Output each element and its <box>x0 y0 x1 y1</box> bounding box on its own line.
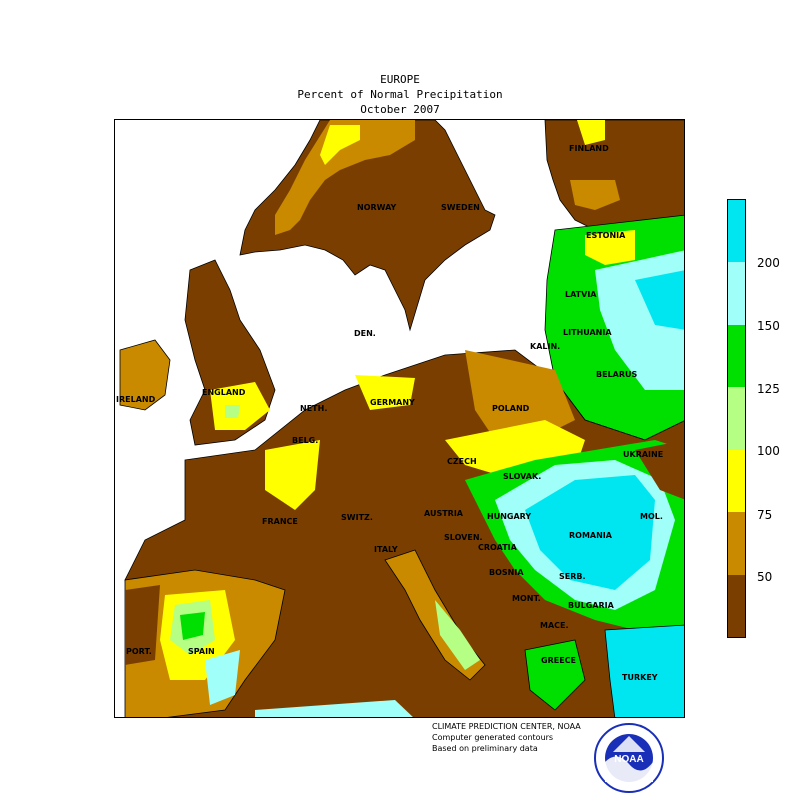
country-label-bulgaria: BULGARIA <box>568 601 614 610</box>
romania-peak-zone <box>525 475 655 590</box>
legend-tick-125: 125 <box>757 382 780 396</box>
noaa-logo-graphic: NOAA <box>594 723 664 793</box>
country-label-ireland: IRELAND <box>116 395 156 404</box>
map-period: October 2007 <box>360 103 440 116</box>
legend-color-band <box>728 574 745 637</box>
country-label-austria: AUSTRIA <box>424 509 463 518</box>
country-label-greece: GREECE <box>541 656 576 665</box>
ireland-shape <box>119 339 171 411</box>
finland-south-zone <box>570 180 620 210</box>
country-label-lithuania: LITHUANIA <box>563 328 612 337</box>
country-label-estonia: ESTONIA <box>586 231 626 240</box>
country-label-mace: MACE. <box>540 621 569 630</box>
country-label-mol: MOL. <box>640 512 663 521</box>
precipitation-legend <box>727 199 746 638</box>
map-subtitle: Percent of Normal Precipitation <box>297 88 503 101</box>
country-label-hungary: HUNGARY <box>487 512 532 521</box>
spain-southeast-zone <box>205 650 240 705</box>
spain-green-zone <box>180 612 205 640</box>
portugal-dry-zone <box>125 585 160 665</box>
country-label-sloven: SLOVEN. <box>444 533 483 542</box>
legend-tick-200: 200 <box>757 256 780 270</box>
country-label-norway: NORWAY <box>357 203 397 212</box>
country-label-belg: BELG. <box>292 436 319 445</box>
legend-color-band <box>728 324 745 388</box>
finland-north-zone <box>577 120 605 145</box>
country-label-england: ENGLAND <box>202 388 246 397</box>
germany-north-zone <box>355 375 415 410</box>
country-label-sweden: SWEDEN <box>441 203 480 212</box>
legend-color-band <box>728 449 745 513</box>
country-label-switz: SWITZ. <box>341 513 373 522</box>
ukraine-dry-zone <box>635 440 684 500</box>
country-label-belarus: BELARUS <box>596 370 638 379</box>
legend-tick-100: 100 <box>757 444 780 458</box>
estonia-zone <box>585 230 635 265</box>
map-title: EUROPE <box>380 73 420 86</box>
country-label-turkey: TURKEY <box>622 673 658 682</box>
country-label-finland: FINLAND <box>569 144 609 153</box>
country-label-den: DEN. <box>354 329 376 338</box>
country-label-spain: SPAIN <box>188 647 215 656</box>
map-canvas <box>119 120 684 717</box>
legend-color-band <box>728 387 745 450</box>
finland-shape <box>544 120 684 231</box>
legend-color-band <box>728 512 745 575</box>
credit-line-1: CLIMATE PREDICTION CENTER, NOAA <box>432 722 581 731</box>
precipitation-map <box>114 119 685 718</box>
country-label-latvia: LATVIA <box>565 290 597 299</box>
scandinavia-north-zone <box>275 120 415 235</box>
country-label-romania: ROMANIA <box>569 531 612 540</box>
country-label-czech: CZECH <box>447 457 477 466</box>
mediterranean-south-zone <box>255 700 413 717</box>
country-label-serb: SERB. <box>559 572 586 581</box>
country-label-neth: NETH. <box>300 404 328 413</box>
norway-north-zone <box>320 125 360 165</box>
country-label-germany: GERMANY <box>370 398 415 407</box>
country-label-slovak: SLOVAK. <box>503 472 542 481</box>
country-label-port: PORT. <box>126 647 152 656</box>
italy-south-zone <box>435 600 480 670</box>
credit-line-3: Based on preliminary data <box>432 744 538 753</box>
legend-color-band <box>728 262 745 325</box>
credit-line-2: Computer generated contours <box>432 733 554 742</box>
england-wet-spot <box>225 405 240 418</box>
legend-tick-75: 75 <box>757 508 773 522</box>
turkey-shape <box>604 624 684 717</box>
poland-zone <box>465 350 575 440</box>
country-label-poland: POLAND <box>492 404 530 413</box>
country-label-kalin: KALIN. <box>530 342 561 351</box>
legend-tick-50: 50 <box>757 570 773 584</box>
belarus-peak-zone <box>635 270 684 330</box>
noaa-logo: NOAA <box>593 722 665 794</box>
legend-color-band <box>728 200 745 263</box>
legend-tick-150: 150 <box>757 319 780 333</box>
country-label-croatia: CROATIA <box>478 543 517 552</box>
greece-shape <box>524 639 586 711</box>
noaa-logo-text: NOAA <box>614 754 643 765</box>
country-label-france: FRANCE <box>262 517 298 526</box>
country-label-italy: ITALY <box>374 545 398 554</box>
belgium-france-zone <box>265 440 320 510</box>
country-label-mont: MONT. <box>512 594 541 603</box>
country-label-ukraine: UKRAINE <box>623 450 664 459</box>
country-label-bosnia: BOSNIA <box>489 568 524 577</box>
